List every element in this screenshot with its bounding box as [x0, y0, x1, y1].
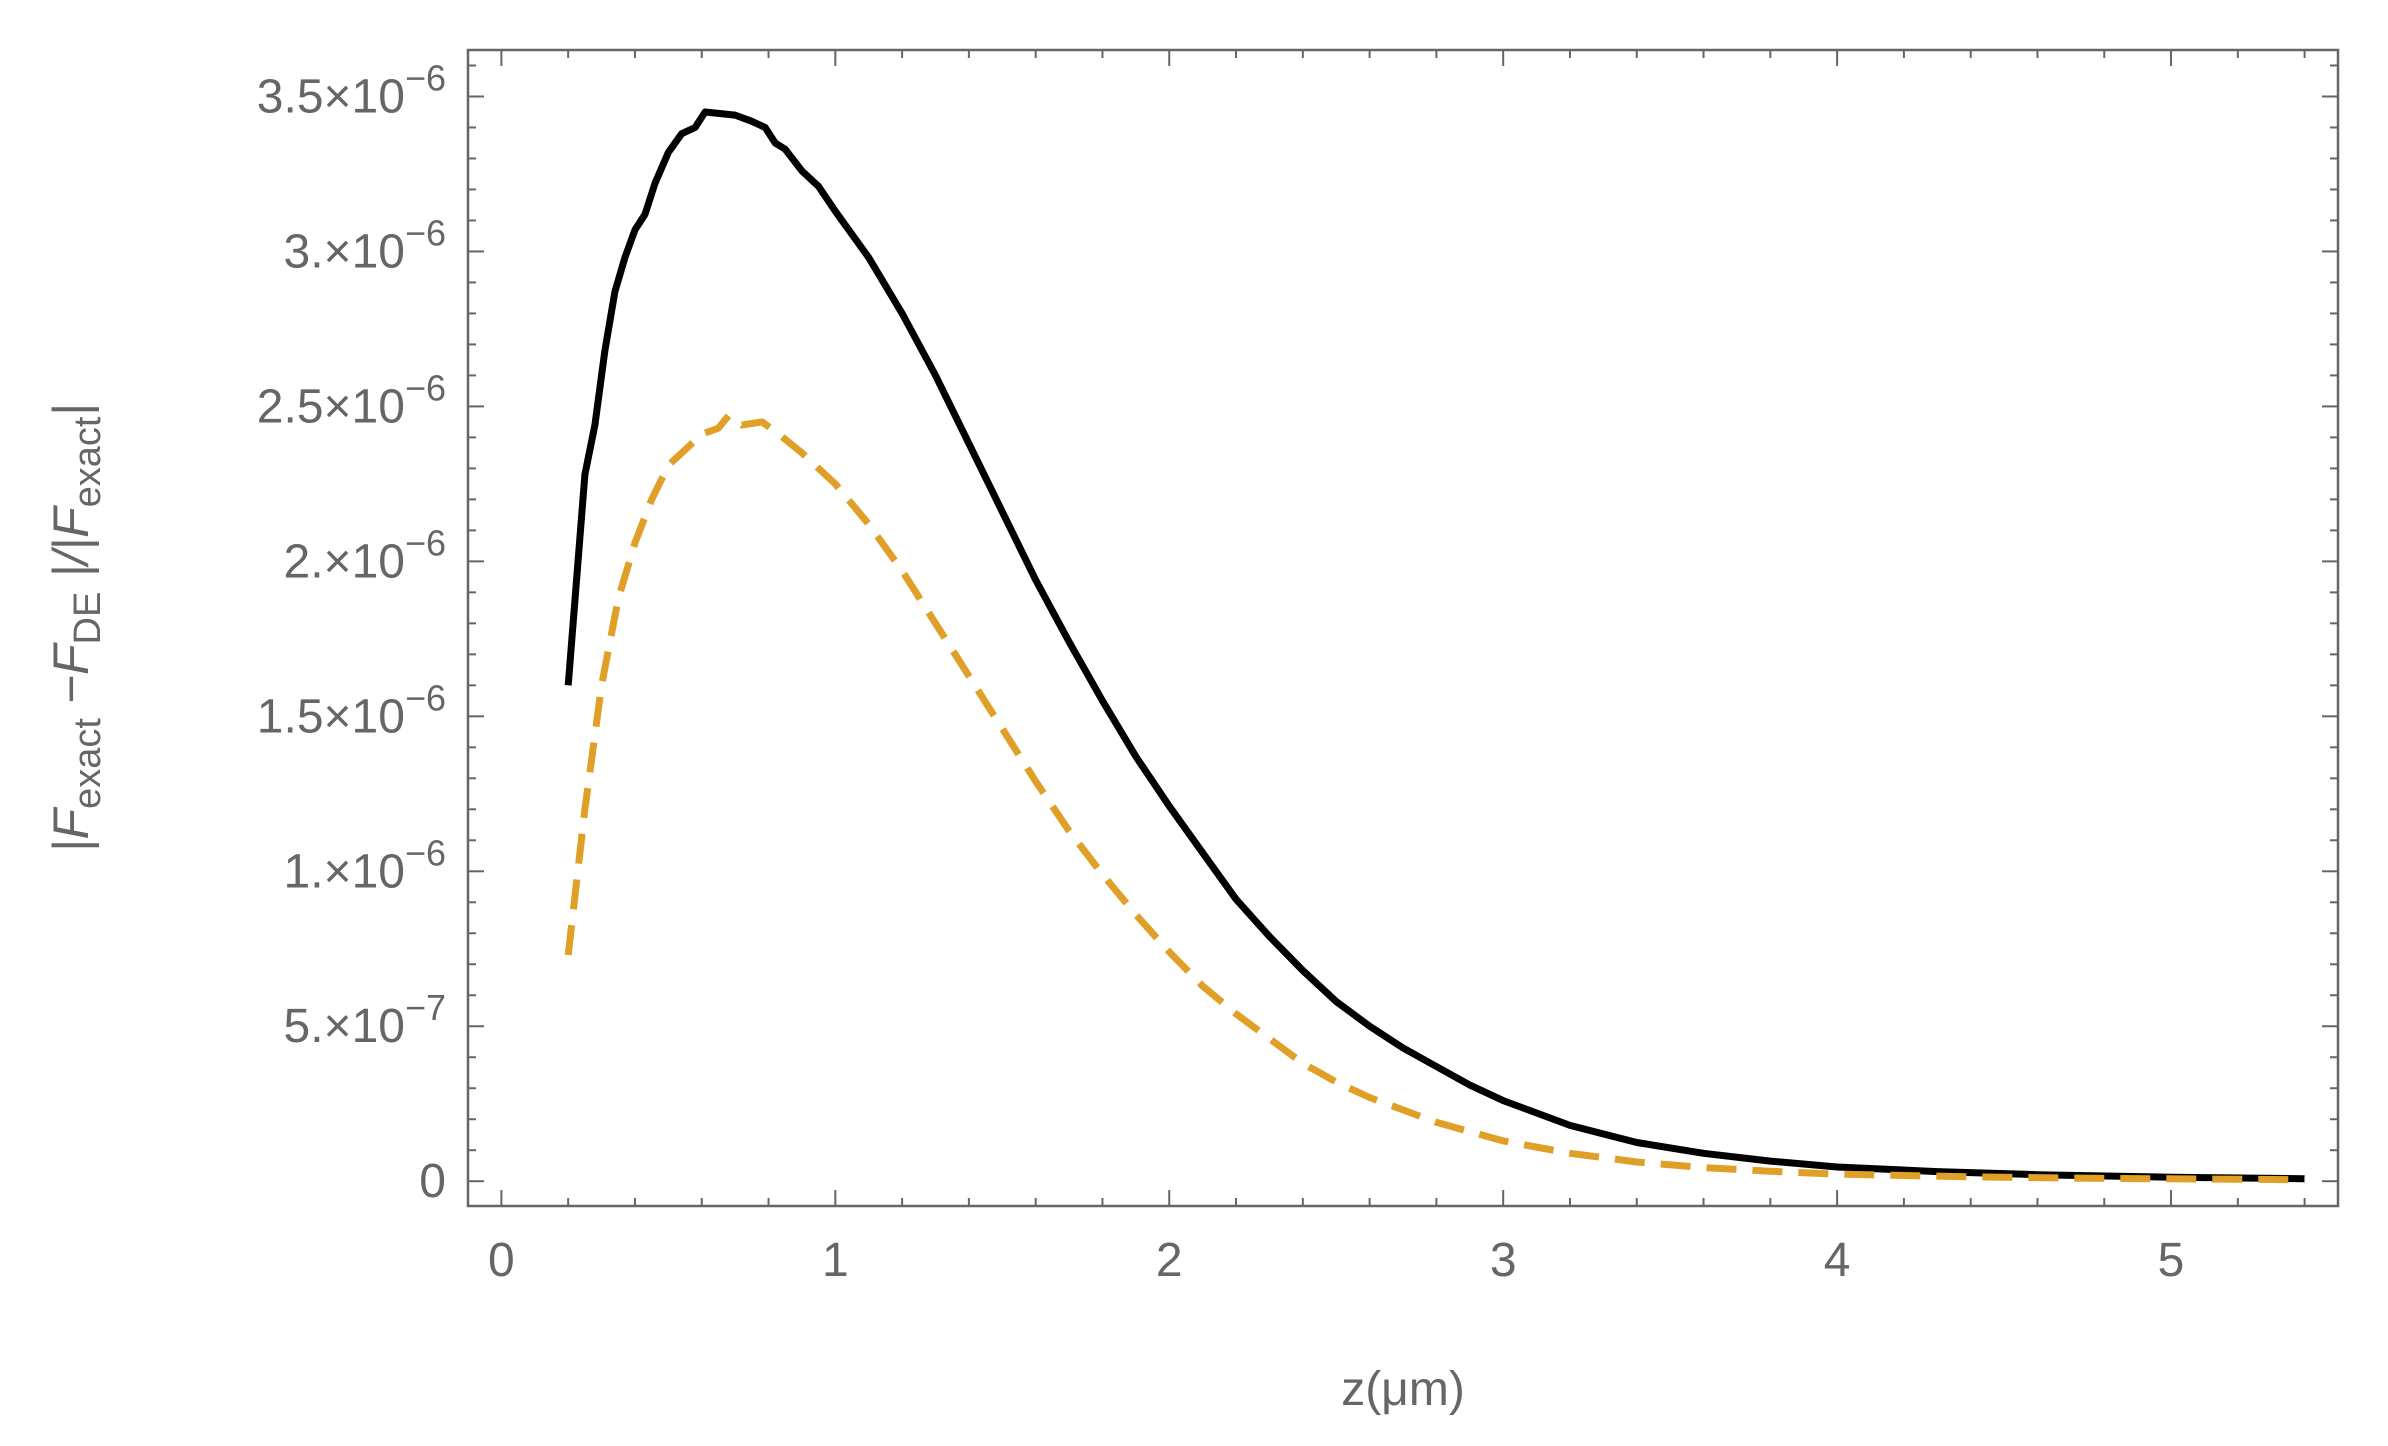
series-group: [564, 108, 2305, 1184]
x-tick-label: 5: [2158, 1234, 2185, 1287]
minor-ticks: [468, 50, 2338, 1206]
y-tick-label: 0: [419, 1155, 446, 1208]
x-tick-label: 1: [822, 1234, 849, 1287]
x-tick-labels: 0 1 2 3 4 5: [488, 1234, 2184, 1287]
x-tick-label: 2: [1156, 1234, 1183, 1287]
plot-frame: [466, 48, 2340, 1208]
y-axis-label: |Fexact −FDE |/|Fexact|: [43, 404, 109, 853]
y-tick-label: 2.×10−6: [284, 522, 447, 588]
y-tick-label: 1.×10−6: [284, 832, 447, 898]
y-tick-label: 3.5×10−6: [257, 57, 446, 123]
x-tick-label: 3: [1490, 1234, 1517, 1287]
y-tick-label: 1.5×10−6: [257, 677, 446, 743]
series-line-1: [564, 412, 2305, 1184]
series-line-0: [564, 108, 2305, 1183]
y-tick-label: 2.5×10−6: [257, 367, 446, 433]
y-tick-labels: 0 5.×10−7 1.×10−6 1.5×10−6 2.×10−6 2.5×10−6 3.…: [257, 57, 446, 1208]
x-tick-label: 0: [488, 1234, 515, 1287]
x-axis-label: z(μm): [1341, 1363, 1465, 1416]
x-tick-label: 4: [1824, 1234, 1851, 1287]
major-ticks: [468, 50, 2338, 1206]
y-tick-label: 5.×10−7: [284, 987, 447, 1053]
y-tick-label: 3.×10−6: [284, 212, 447, 278]
